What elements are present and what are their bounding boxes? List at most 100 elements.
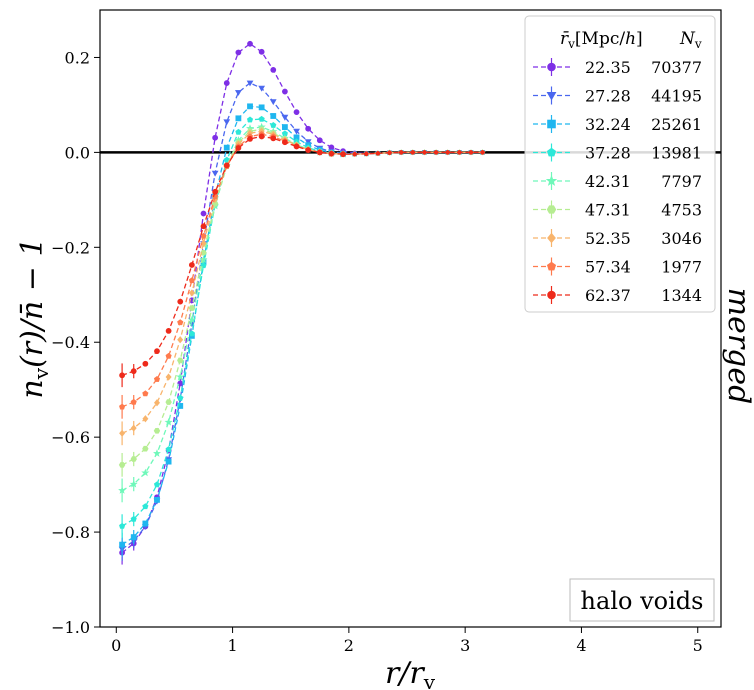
data-point: [247, 103, 253, 110]
data-point: [153, 449, 162, 457]
data-point: [177, 298, 184, 305]
data-point: [235, 49, 242, 56]
data-point: [142, 503, 149, 510]
data-point: [119, 372, 125, 379]
data-point: [200, 223, 207, 230]
data-point: [165, 446, 172, 453]
plot-frame: [99, 9, 722, 628]
data-point: [246, 116, 254, 123]
legend-radius: 47.31: [585, 201, 631, 220]
legend-marker: [547, 232, 556, 244]
data-point: [176, 372, 185, 381]
data-point: [304, 139, 312, 146]
y-tick-label: −0.2: [51, 238, 90, 257]
data-point: [352, 151, 357, 157]
data-point: [200, 250, 207, 256]
legend-marker: [547, 290, 556, 300]
legend-marker: [546, 147, 557, 157]
data-point: [422, 150, 427, 155]
data-point: [234, 90, 242, 96]
x-tick-label: 4: [576, 636, 586, 655]
data-point: [153, 376, 161, 382]
series-62.37: [119, 133, 485, 388]
data-point: [141, 468, 150, 477]
legend-frame: [524, 15, 716, 313]
data-point: [328, 150, 335, 157]
data-point: [187, 315, 196, 324]
data-point: [258, 48, 265, 55]
series-group: [118, 40, 486, 565]
y-tick-label: 0.2: [65, 48, 90, 67]
data-point: [188, 289, 195, 297]
y-axis-label: nv(r)/n̄ − 1: [15, 237, 53, 398]
data-point: [154, 496, 160, 503]
legend-radius: 32.24: [585, 115, 631, 134]
data-point: [223, 144, 230, 151]
data-point: [235, 145, 242, 151]
legend-count: 4753: [661, 201, 702, 220]
data-point: [223, 162, 230, 169]
legend-radius: 22.35: [585, 58, 631, 77]
data-point: [130, 515, 137, 522]
data-point: [235, 115, 242, 122]
x-tick-label: 3: [460, 636, 470, 655]
y-tick-label: −0.4: [51, 333, 90, 352]
data-point: [130, 534, 137, 541]
data-point: [281, 114, 289, 121]
data-point: [282, 124, 288, 130]
box-label: halo voids: [581, 587, 704, 615]
legend-header-radius: r̄v[Mpc/h]: [560, 29, 643, 51]
y-tick-label: −0.6: [51, 428, 90, 447]
data-point: [269, 99, 277, 106]
data-point: [316, 137, 323, 144]
data-point: [457, 150, 462, 155]
series-line: [121, 105, 483, 546]
y-tick-label: 0.0: [65, 143, 90, 162]
data-point: [142, 360, 149, 367]
legend-radius: 57.34: [585, 258, 631, 277]
data-point: [188, 305, 196, 311]
x-tick-label: 0: [111, 636, 121, 655]
x-tick-label: 5: [693, 636, 703, 655]
legend-marker: [547, 119, 556, 129]
data-point: [177, 336, 184, 344]
data-point: [153, 481, 161, 488]
side-label-merged: merged: [721, 288, 754, 405]
data-point: [410, 150, 416, 155]
data-point: [129, 479, 138, 488]
data-point: [165, 352, 172, 359]
data-point: [200, 239, 207, 247]
data-point: [153, 427, 161, 434]
data-point: [154, 348, 160, 355]
data-point: [258, 115, 265, 122]
legend-radius: 37.28: [585, 144, 631, 163]
data-point: [270, 135, 277, 142]
data-point: [164, 417, 173, 426]
halo-voids-box: [569, 578, 715, 622]
data-point: [282, 139, 288, 146]
legend-count: 44195: [651, 87, 702, 106]
legend-radius: 52.35: [585, 229, 631, 248]
legend-count: 70377: [651, 58, 702, 77]
data-point: [270, 67, 277, 73]
data-point: [119, 522, 126, 529]
y-tick-label: −0.8: [51, 523, 90, 542]
legend-radius: 62.37: [585, 286, 631, 305]
data-point: [142, 390, 149, 397]
data-point: [130, 424, 137, 432]
data-point: [398, 150, 404, 155]
data-point: [340, 151, 346, 158]
data-point: [165, 458, 172, 465]
data-point: [223, 80, 230, 86]
data-point: [119, 429, 126, 437]
data-point: [200, 210, 207, 217]
data-point: [177, 403, 184, 409]
data-point: [480, 150, 485, 155]
data-point: [316, 149, 323, 156]
data-point: [165, 399, 172, 405]
legend-count: 1344: [661, 286, 702, 305]
data-point: [177, 319, 184, 326]
data-point: [305, 125, 312, 132]
legend-marker: [545, 174, 558, 186]
